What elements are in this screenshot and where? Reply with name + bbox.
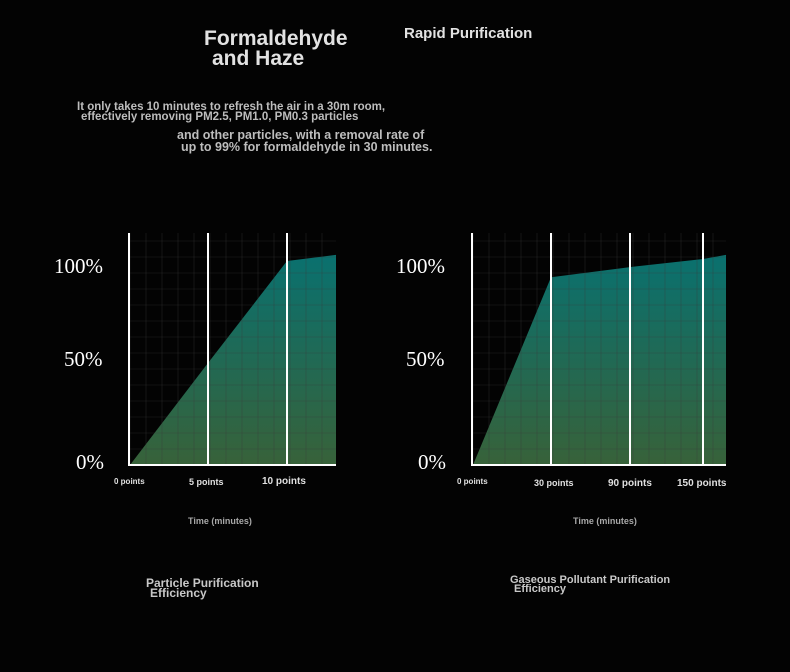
area-series — [130, 254, 336, 465]
description-line-4: up to 99% for formaldehyde in 30 minutes… — [181, 140, 433, 154]
x-axis-label: Time (minutes) — [188, 516, 252, 526]
description-line-3: and other particles, with a removal rate… — [177, 128, 425, 142]
y-tick-0: 0% — [418, 450, 446, 474]
title-line-2: and Haze — [212, 47, 305, 70]
x-tick-5: 5 points — [189, 477, 224, 487]
y-tick-50: 50% — [406, 347, 445, 371]
x-tick-90: 90 points — [608, 478, 652, 489]
chart-2-caption-line-2: Efficiency — [514, 583, 566, 595]
x-tick-150: 150 points — [677, 478, 727, 489]
y-tick-0: 0% — [76, 450, 104, 474]
chart-1-plot — [128, 233, 336, 466]
subtitle: Rapid Purification — [404, 25, 533, 42]
x-axis-label: Time (minutes) — [573, 516, 637, 526]
description-line-1: It only takes 10 minutes to refresh the … — [77, 101, 386, 113]
title-line-1: Formaldehyde — [204, 27, 348, 50]
x-tick-0: 0 points — [114, 477, 145, 486]
chart-2-caption-line-1: Gaseous Pollutant Purification — [510, 574, 671, 586]
chart-1-caption-line-1: Particle Purification — [146, 576, 259, 590]
description-line-2: effectively removing PM2.5, PM1.0, PM0.3… — [81, 111, 359, 123]
chart-1-caption-line-2: Efficiency — [150, 586, 207, 600]
x-tick-10: 10 points — [262, 476, 306, 487]
chart-2-plot — [471, 233, 726, 466]
x-tick-30: 30 points — [534, 478, 574, 488]
y-tick-50: 50% — [64, 347, 103, 371]
x-tick-0: 0 points — [457, 477, 488, 486]
y-tick-100: 100% — [396, 254, 445, 278]
y-tick-100: 100% — [54, 254, 103, 278]
area-series — [473, 254, 726, 465]
